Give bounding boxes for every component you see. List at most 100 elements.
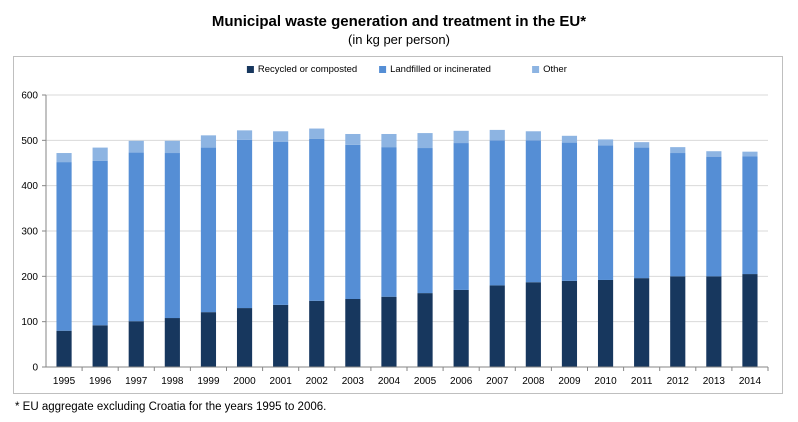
bar-segment-landfilled: [597, 145, 614, 280]
x-tick-label: 2006: [450, 376, 473, 387]
bar-segment-other: [706, 151, 722, 157]
bar-segment-recycled: [128, 321, 144, 367]
bar-segment-landfilled: [56, 162, 72, 331]
bar-segment-recycled: [56, 330, 72, 367]
bar-segment-recycled: [417, 293, 433, 367]
chart-frame: Recycled or composted Landfilled or incin…: [13, 56, 783, 394]
bar-segment-recycled: [309, 300, 325, 367]
bar-segment-recycled: [381, 296, 397, 367]
bars: [56, 128, 758, 367]
bar-segment-recycled: [345, 299, 361, 367]
bar-segment-landfilled: [164, 153, 180, 319]
x-tick-label: 2009: [558, 376, 581, 387]
bar-segment-other: [381, 133, 397, 148]
bar-segment-recycled: [236, 308, 253, 367]
x-tick-label: 2012: [667, 376, 690, 387]
bar-segment-recycled: [273, 304, 289, 367]
y-tick-label: 300: [21, 227, 38, 238]
x-tick-label: 2011: [631, 376, 653, 387]
x-tick-label: 2008: [522, 376, 545, 387]
chart-title: Municipal waste generation and treatment…: [211, 13, 587, 30]
bar-segment-landfilled: [236, 139, 253, 309]
bar-segment-landfilled: [670, 153, 686, 277]
x-tick-label: 2010: [594, 376, 617, 387]
chart-legend: Recycled or composted Landfilled or incin…: [246, 64, 567, 75]
y-tick-label: 400: [21, 181, 38, 192]
bar-segment-landfilled: [489, 140, 505, 286]
y-tick-label: 500: [21, 136, 38, 147]
bar-segment-landfilled: [453, 143, 469, 290]
y-tick-label: 200: [21, 272, 38, 283]
bar-segment-other: [561, 135, 578, 143]
legend-swatch: [532, 66, 540, 73]
x-tick-label: 2004: [378, 376, 401, 387]
bar-segment-landfilled: [706, 156, 722, 277]
y-tick-label: 0: [32, 363, 38, 374]
bar-segment-recycled: [164, 318, 180, 367]
bar-segment-other: [453, 130, 469, 144]
bar-segment-landfilled: [742, 156, 758, 275]
legend-label: Landfilled or incinerated: [390, 64, 491, 75]
x-tick-label: 1996: [89, 376, 112, 387]
bar-segment-landfilled: [525, 140, 541, 283]
bar-segment-landfilled: [128, 152, 144, 322]
bar-segment-landfilled: [273, 141, 289, 305]
bar-segment-other: [417, 133, 433, 149]
bar-segment-other: [634, 142, 650, 148]
bar-segment-landfilled: [561, 142, 578, 281]
footnote: * EU aggregate excluding Croatia for the…: [15, 401, 327, 413]
bar-segment-landfilled: [200, 147, 217, 313]
bar-segment-recycled: [200, 312, 217, 367]
bar-segment-landfilled: [381, 147, 397, 297]
bar-segment-other: [597, 139, 614, 146]
bar-segment-recycled: [706, 276, 722, 367]
bar-segment-landfilled: [417, 148, 433, 294]
legend-label: Recycled or composted: [258, 64, 357, 75]
bar-segment-other: [489, 129, 505, 141]
axes: 0 100 200 300 400 500 600 1995 1996 1997 1998 1999 2…: [21, 91, 769, 387]
stacked-bar-chart: Recycled or composted Landfilled or incin…: [21, 64, 769, 387]
bar-segment-landfilled: [634, 147, 650, 279]
bar-segment-other: [236, 130, 253, 140]
bar-segment-other: [345, 133, 361, 145]
legend-label: Other: [543, 64, 567, 75]
x-tick-label: 2000: [233, 376, 256, 387]
bar-segment-recycled: [742, 274, 758, 367]
bar-segment-recycled: [525, 282, 541, 367]
x-tick-label: 2003: [342, 376, 365, 387]
bar-segment-other: [56, 153, 72, 163]
x-tick-label: 2002: [306, 376, 329, 387]
x-tick-label: 1997: [125, 376, 148, 387]
y-tick-label: 600: [21, 91, 38, 102]
bar-segment-other: [273, 131, 289, 142]
bar-segment-recycled: [453, 289, 469, 367]
bar-segment-recycled: [561, 280, 578, 367]
bar-segment-other: [128, 140, 144, 153]
x-tick-label: 2001: [270, 376, 293, 387]
bar-segment-other: [309, 128, 325, 139]
legend-swatch: [246, 66, 254, 73]
x-tick-label: 2014: [739, 376, 762, 387]
x-tick-label: 1995: [53, 376, 76, 387]
x-tick-label: 1999: [197, 376, 220, 387]
bar-segment-landfilled: [309, 138, 325, 301]
x-tick-label: 1998: [161, 376, 184, 387]
chart-subtitle: (in kg per person): [348, 32, 450, 47]
bar-segment-recycled: [634, 278, 650, 367]
x-tick-label: 2007: [486, 376, 509, 387]
x-tick-label: 2013: [703, 376, 726, 387]
bar-segment-recycled: [670, 276, 686, 367]
bar-segment-landfilled: [92, 160, 108, 326]
bar-segment-recycled: [92, 325, 108, 367]
y-tick-label: 100: [21, 317, 38, 328]
x-tick-label: 2005: [414, 376, 437, 387]
bar-segment-other: [200, 135, 217, 148]
bar-segment-other: [92, 147, 108, 161]
bar-segment-other: [525, 131, 541, 141]
bar-segment-other: [164, 140, 180, 154]
bar-segment-landfilled: [345, 144, 361, 299]
bar-segment-recycled: [597, 279, 614, 367]
gridlines: [46, 94, 768, 323]
bar-segment-recycled: [489, 285, 505, 367]
bar-segment-other: [670, 147, 686, 154]
